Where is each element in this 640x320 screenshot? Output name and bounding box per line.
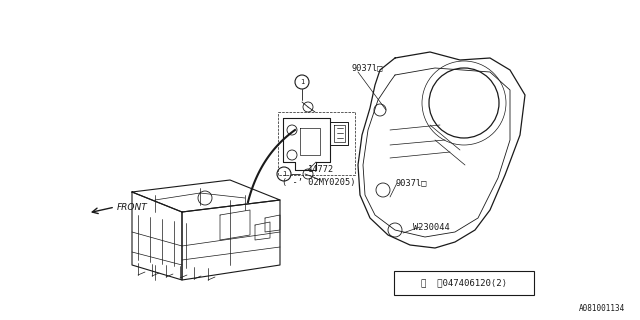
Text: 9037l□: 9037l□ <box>352 63 383 73</box>
FancyBboxPatch shape <box>394 271 534 295</box>
Text: 1: 1 <box>300 79 304 85</box>
Text: A081001134: A081001134 <box>579 304 625 313</box>
Text: 14772: 14772 <box>308 165 334 174</box>
Text: 1: 1 <box>282 171 286 177</box>
Text: W230044: W230044 <box>413 223 450 233</box>
Text: FRONT: FRONT <box>117 204 148 212</box>
Text: ①  Ⓑ047406120⟨2⟩: ① Ⓑ047406120⟨2⟩ <box>421 278 507 287</box>
Text: 9037l□: 9037l□ <box>395 179 426 188</box>
Text: ( -’ 02MY0205): ( -’ 02MY0205) <box>282 179 355 188</box>
